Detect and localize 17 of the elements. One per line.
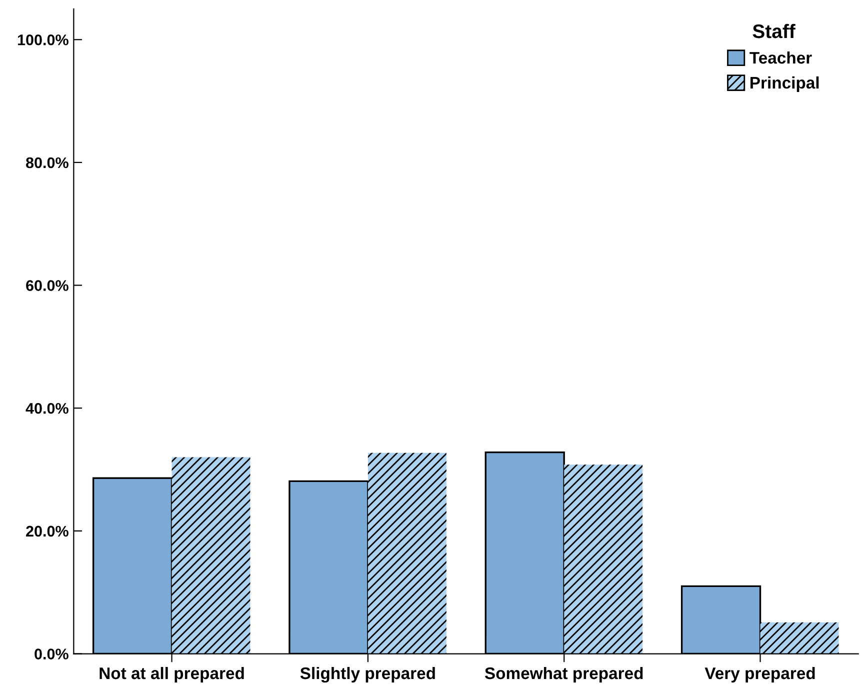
bar [368, 452, 446, 654]
legend-label: Principal [750, 76, 819, 92]
y-tick-label: 80.0% [26, 157, 68, 168]
x-tick-label: Not at all prepared [100, 666, 244, 682]
y-tick-label: 100.0% [18, 34, 68, 46]
x-tick-label: Somewhat prepared [484, 666, 643, 682]
bar [172, 457, 250, 654]
y-tick-label: 0.0% [34, 648, 68, 660]
legend-title: Staff [752, 24, 796, 38]
y-tick-label: 20.0% [26, 526, 68, 537]
bar [564, 464, 643, 654]
y-tick-label: 60.0% [26, 280, 68, 291]
legend-label: Teacher [750, 51, 812, 64]
x-tick-label: Very prepared [704, 666, 815, 682]
y-tick-label: 40.0% [26, 402, 68, 414]
bar [760, 622, 839, 654]
x-tick-label: Slightly prepared [300, 666, 435, 683]
